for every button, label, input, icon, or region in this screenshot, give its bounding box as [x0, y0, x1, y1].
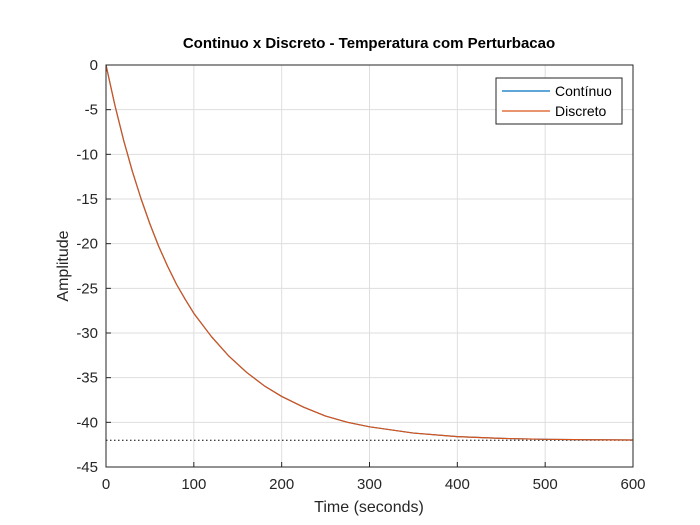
chart-title: Continuo x Discreto - Temperatura com Pe… [183, 35, 555, 52]
series-line-discreto [105, 64, 634, 441]
x-axis-label: Time (seconds) [314, 499, 424, 516]
y-tick-label: -35 [76, 370, 98, 387]
y-tick-label: -25 [76, 280, 98, 297]
y-tick-label: -20 [76, 236, 98, 253]
y-tick-label: 0 [90, 57, 98, 74]
y-tick-label: -30 [76, 325, 98, 342]
x-tick-label: 300 [357, 476, 382, 493]
y-axis-label: Amplitude [55, 230, 72, 301]
legend-label: Discreto [555, 103, 607, 119]
series-layer [105, 64, 634, 441]
legend: Contínuo Discreto [495, 77, 623, 125]
x-tick-label: 400 [445, 476, 470, 493]
x-tick-label: 100 [181, 476, 206, 493]
y-tick-label: -45 [76, 459, 98, 476]
ticks: 0 100 200 300 400 500 600 0 -5 -10 -15 -20 -25 -30 -35… [76, 57, 645, 493]
y-tick-label: -40 [76, 414, 98, 431]
legend-label: Contínuo [555, 83, 612, 99]
x-tick-label: 200 [269, 476, 294, 493]
y-tick-label: -5 [85, 102, 98, 119]
x-tick-label: 500 [533, 476, 558, 493]
y-tick-label: -15 [76, 191, 98, 208]
x-tick-label: 0 [102, 476, 110, 493]
x-tick-label: 600 [620, 476, 645, 493]
legend-box [495, 77, 623, 125]
y-tick-label: -10 [76, 146, 98, 163]
